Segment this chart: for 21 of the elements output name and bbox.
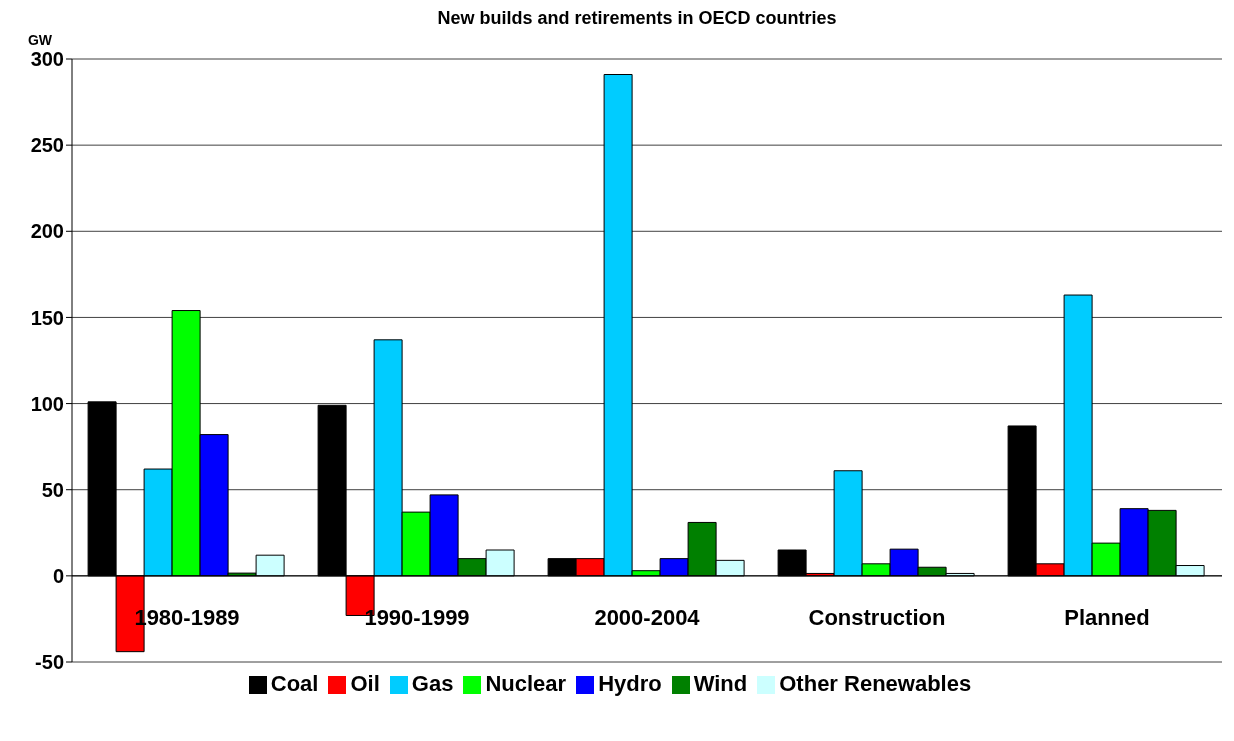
y-tick-label: 50 [41, 478, 64, 501]
y-tick-label: 0 [52, 564, 64, 587]
x-tick-label: 1990-1999 [364, 604, 470, 630]
legend-label: Other Renewables [779, 671, 972, 696]
legend-label: Nuclear [485, 671, 567, 696]
legend-label: Oil [350, 671, 380, 696]
x-tick-label: Planned [1064, 604, 1150, 630]
x-tick-label: 2000-2004 [594, 604, 701, 630]
legend-label: Hydro [598, 671, 662, 696]
legend-label: Gas [411, 671, 454, 696]
y-tick-label: 150 [30, 306, 64, 329]
y-tick-label: -50 [35, 651, 64, 674]
chart-title: New builds and retirements in OECD countries [437, 8, 837, 28]
y-tick-label: 300 [30, 48, 64, 71]
y-tick-label: 100 [30, 392, 64, 415]
y-axis-title: GW [27, 32, 53, 48]
x-tick-label: Construction [808, 604, 946, 630]
y-tick-label: 250 [30, 134, 64, 157]
legend-label: Coal [270, 671, 319, 696]
legend-label: Wind [693, 671, 748, 696]
y-tick-label: 200 [30, 220, 64, 243]
